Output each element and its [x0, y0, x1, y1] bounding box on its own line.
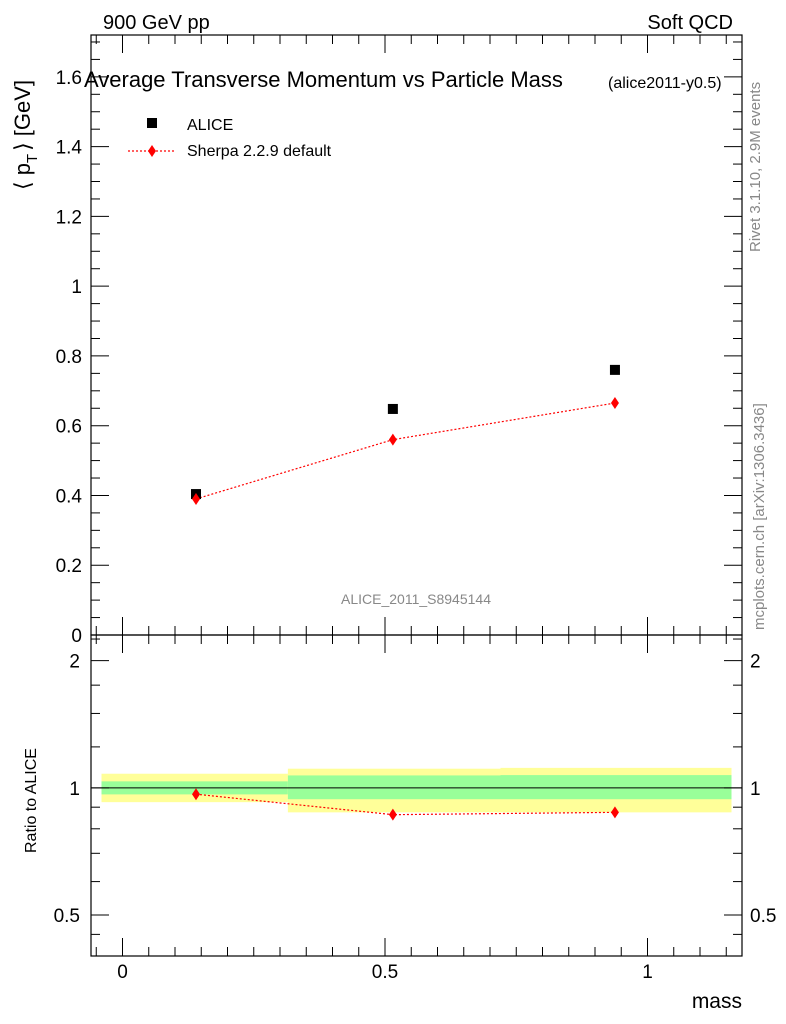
y-tick-label: 0.2: [56, 556, 82, 577]
legend: ALICE Sherpa 2.2.9 default: [128, 117, 332, 160]
sherpa-point: [610, 397, 619, 410]
chart-title: Average Transverse Momentum vs Particle …: [84, 67, 563, 92]
y-tick-label: 1.2: [56, 207, 82, 228]
main-y-axis-label: ⟨ pT⟩ [GeV]: [10, 80, 41, 190]
x-tick-label: 1: [642, 962, 653, 983]
y-tick-label: 1.6: [56, 68, 82, 89]
main-data-marks: [191, 364, 620, 505]
header-left: 900 GeV pp: [103, 12, 210, 34]
ratio-sherpa-point: [192, 788, 200, 801]
ratio-sherpa-point: [610, 806, 619, 819]
ratio-y-tick-label: 1: [69, 779, 80, 800]
ratio-band-green: [500, 775, 732, 800]
y-tick-label: 1.4: [56, 138, 83, 159]
ratio-plot-frame: [90, 634, 743, 957]
y-tick-label: 0.4: [56, 486, 83, 507]
y-tick-label: 1: [71, 277, 82, 298]
legend-label-sherpa: Sherpa 2.2.9 default: [187, 143, 332, 160]
main-axis-ticks: 0 0.2 0.4 0.6 0.8 1 1.2 1.4 1.6: [56, 35, 742, 647]
legend-marker-alice: [147, 118, 157, 128]
ratio-y-tick-label-right: 1: [750, 779, 761, 800]
x-tick-label: 0.5: [372, 962, 398, 983]
ratio-y-tick-label-right: 2: [750, 652, 761, 673]
ratio-y-tick-label: 2: [69, 652, 80, 673]
header-right: Soft QCD: [647, 12, 733, 34]
ratio-band-green: [287, 775, 501, 800]
y-tick-label: 0.8: [56, 347, 82, 368]
ratio-sherpa-point: [388, 808, 397, 821]
chart-subtitle: (alice2011-y0.5): [608, 75, 722, 92]
analysis-watermark: ALICE_2011_S8945144: [341, 591, 491, 607]
alice-point: [387, 403, 398, 414]
ratio-bands: [101, 767, 732, 813]
ratio-y-tick-label-right: 0.5: [750, 906, 776, 927]
ratio-axis-ticks: 0 0.5 1 0.5 0.5 1 1 2 2: [54, 635, 776, 983]
sherpa-line: [195, 402, 616, 500]
rivet-label: Rivet 3.1.10, 2.9M events: [747, 82, 764, 252]
sherpa-point: [192, 492, 200, 505]
alice-point: [609, 364, 620, 375]
legend-marker-sherpa: [148, 145, 156, 157]
legend-label-alice: ALICE: [187, 117, 233, 134]
ratio-y-axis-label: Ratio to ALICE: [23, 748, 40, 853]
ratio-y-tick-label: 0.5: [54, 906, 80, 927]
mcplots-label: mcplots.cern.ch [arXiv:1306.3436]: [751, 403, 768, 630]
y-tick-label: 0.6: [56, 417, 82, 438]
x-axis-label: mass: [692, 990, 742, 1013]
y-tick-label: 0: [71, 626, 82, 647]
x-tick-label: 0: [117, 962, 128, 983]
sherpa-point: [388, 433, 397, 446]
ratio-data-marks: [192, 788, 619, 821]
